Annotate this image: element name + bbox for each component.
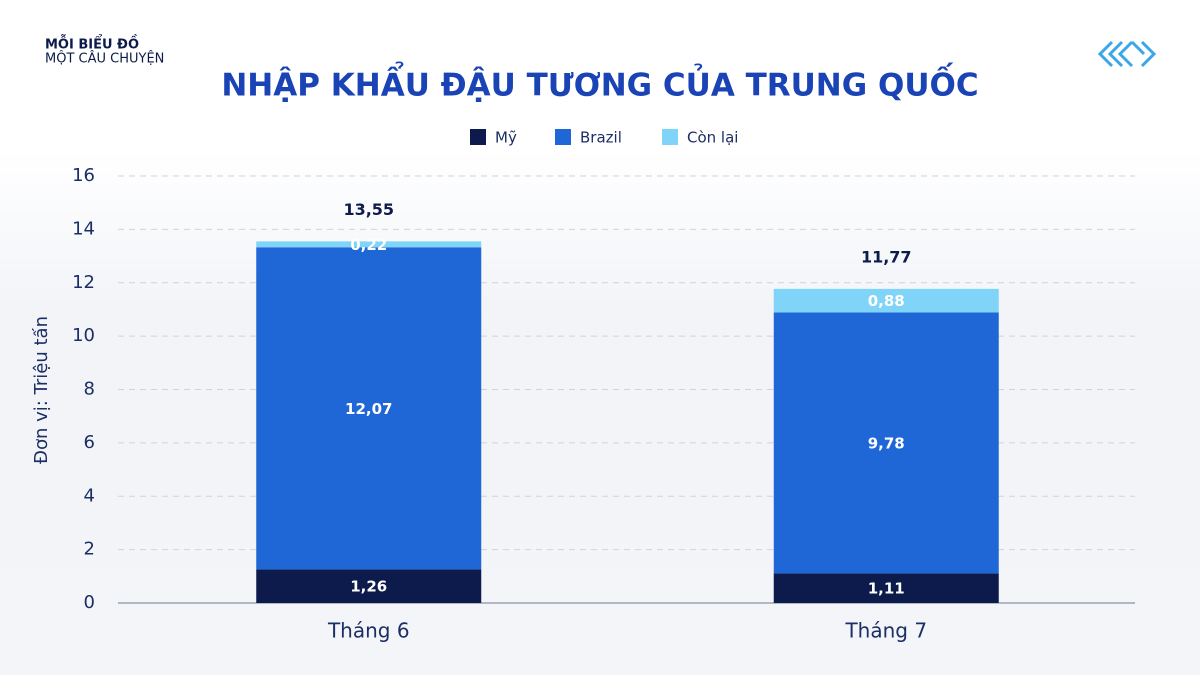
value-label: 1,11: [868, 580, 905, 598]
bar-segment: [256, 247, 482, 570]
total-label: 11,77: [861, 247, 912, 266]
y-tick-label: 10: [72, 325, 95, 346]
total-label: 13,55: [343, 200, 394, 219]
bar-segment: [256, 241, 482, 248]
value-label: 0,88: [868, 292, 905, 310]
y-axis-label: Đơn vị: Triệu tấn: [31, 316, 52, 464]
plot-background: [0, 150, 1200, 675]
bar-segment: [773, 288, 999, 313]
legend-swatch: [470, 129, 486, 145]
y-tick-label: 4: [84, 485, 95, 506]
logo: [1097, 40, 1157, 68]
value-label: 9,78: [868, 434, 905, 452]
y-tick-label: 0: [84, 592, 95, 613]
value-label: 12,07: [345, 400, 392, 418]
bar-segment: [256, 569, 482, 603]
x-tick-label: Tháng 7: [844, 619, 927, 643]
legend-label: Còn lại: [687, 129, 738, 147]
legend-label: Brazil: [580, 129, 622, 147]
legend-swatch: [662, 129, 678, 145]
chart-title: NHẬP KHẨU ĐẬU TƯƠNG CỦA TRUNG QUỐC: [221, 63, 978, 104]
y-tick-label: 6: [84, 432, 95, 453]
bar-segment: [773, 312, 999, 574]
y-tick-label: 14: [72, 218, 95, 239]
bar-segment: [773, 573, 999, 603]
value-label: 1,26: [350, 578, 387, 596]
y-tick-label: 12: [72, 272, 95, 293]
brand-line: MỘT CÂU CHUYỆN: [45, 51, 164, 67]
value-label: 0,22: [350, 236, 387, 254]
legend-label: Mỹ: [495, 129, 517, 147]
y-tick-label: 2: [84, 539, 95, 560]
y-tick-label: 16: [72, 165, 95, 186]
legend-swatch: [555, 129, 571, 145]
x-tick-label: Tháng 6: [327, 619, 410, 643]
y-tick-label: 8: [84, 379, 95, 400]
brand-line: MỖI BIỂU ĐỒ: [45, 35, 139, 53]
